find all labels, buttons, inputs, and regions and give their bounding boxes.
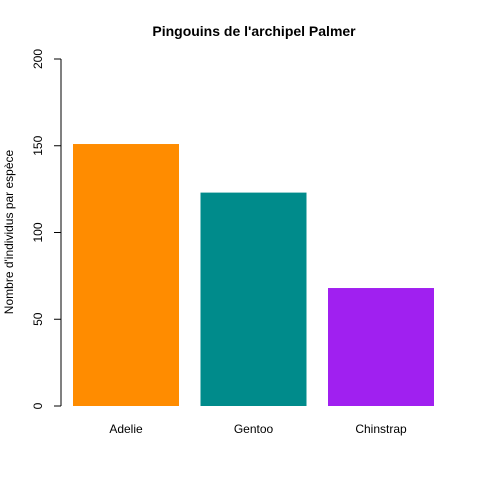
y-tick-label-100: 100 [31,222,45,242]
bar-gentoo [200,192,307,406]
chart-title: Pingouins de l'archipel Palmer [152,23,356,39]
y-tick-label-0: 0 [31,402,45,409]
x-tick-label-adelie: Adelie [109,422,143,436]
bar-chinstrap [328,288,434,406]
y-tick-label-50: 50 [31,312,45,326]
y-axis-label: Nombre d'individus par espèce [2,149,16,314]
bars-group [73,144,434,406]
y-axis: 0 50 100 150 200 [31,49,62,409]
x-tick-label-chinstrap: Chinstrap [355,422,407,436]
y-tick-label-200: 200 [31,49,45,69]
y-tick-label-150: 150 [31,135,45,155]
bar-adelie [73,144,179,406]
x-axis-labels: Adelie Gentoo Chinstrap [109,422,407,436]
x-tick-label-gentoo: Gentoo [234,422,274,436]
